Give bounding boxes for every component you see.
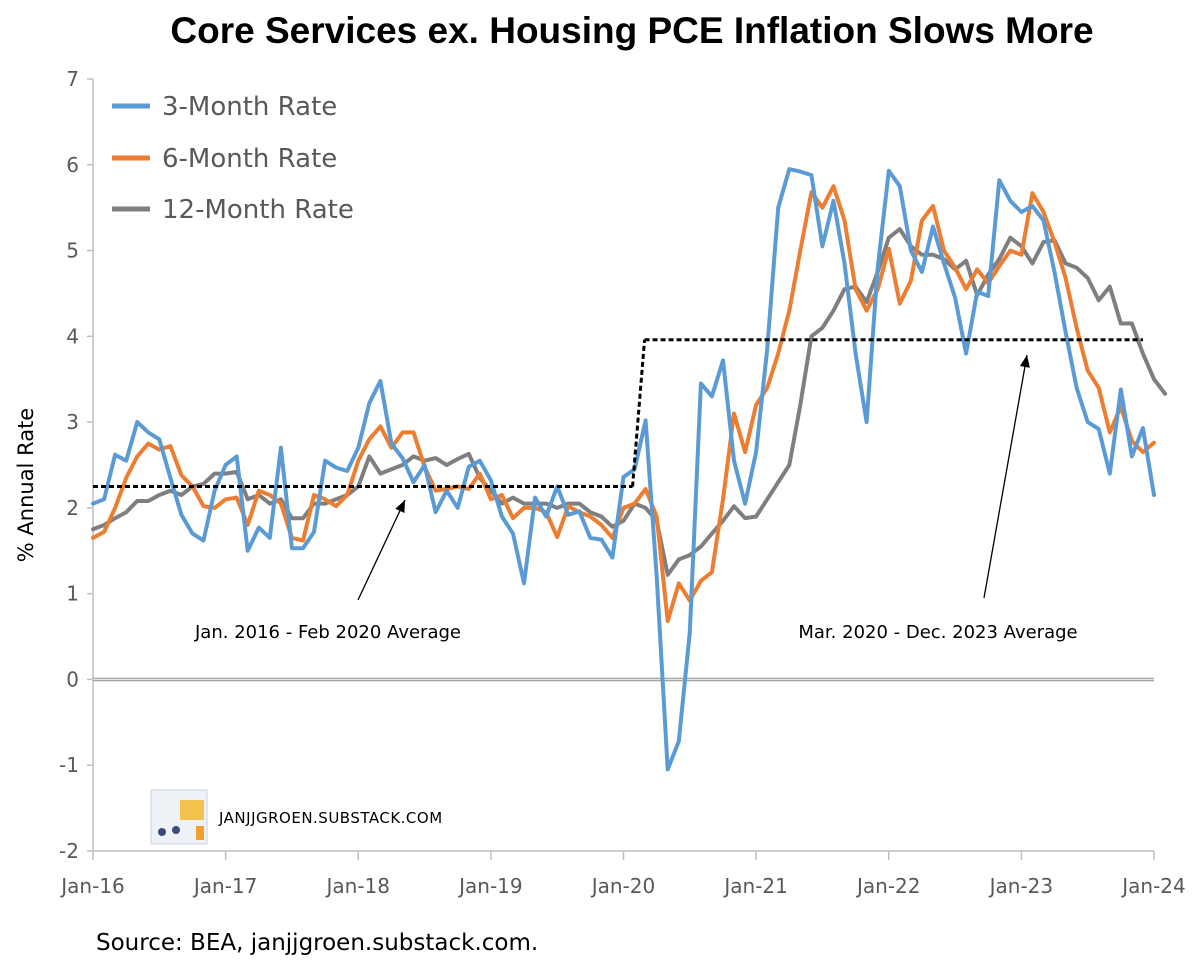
y-axis-label: % Annual Rate xyxy=(14,408,38,562)
watermark-logo-figure xyxy=(172,826,180,834)
average-arrow-post-2020 xyxy=(983,354,1028,599)
average-arrow-pre-2020 xyxy=(357,499,406,601)
series-line-0 xyxy=(91,167,1156,772)
y-tick-label: 5 xyxy=(66,239,79,263)
average-arrow-post-2020-head xyxy=(1019,355,1030,368)
legend-label-0: 3-Month Rate xyxy=(162,92,337,122)
watermark: JANJJGROEN.SUBSTACK.COM xyxy=(150,789,443,845)
y-tick-label: 4 xyxy=(66,324,79,348)
y-tick-label: 7 xyxy=(66,67,79,91)
watermark-logo-bar xyxy=(196,826,204,840)
legend-label-1: 6-Month Rate xyxy=(162,144,337,174)
average-line-step xyxy=(631,339,647,487)
x-tick-label: Jan-21 xyxy=(722,874,788,898)
average-arrow-pre-2020-head xyxy=(395,500,405,513)
series-line-2 xyxy=(91,227,1168,577)
average-label-pre-2020: Jan. 2016 - Feb 2020 Average xyxy=(194,622,461,643)
legend-label-2: 12-Month Rate xyxy=(162,195,354,225)
source-note: Source: BEA, janjjgroen.substack.com. xyxy=(96,930,539,956)
x-tick-label: Jan-24 xyxy=(1120,874,1186,898)
average-label-post-2020: Mar. 2020 - Dec. 2023 Average xyxy=(798,622,1077,643)
y-tick-label: 6 xyxy=(66,153,79,177)
legend: 3-Month Rate 6-Month Rate 12-Month Rate xyxy=(112,92,354,225)
x-tick-label: Jan-17 xyxy=(192,874,258,898)
x-tick-label: Jan-23 xyxy=(988,874,1054,898)
x-tick-label: Jan-16 xyxy=(59,874,125,898)
axes: -2 -1 0 1 2 3 4 5 6 7 Jan-16 Jan-17 Jan-18 Jan-19 Jan-… xyxy=(59,67,1186,898)
x-tick-label: Jan-18 xyxy=(325,874,391,898)
y-tick-label: -1 xyxy=(59,753,79,777)
series-lines xyxy=(91,167,1168,772)
y-tick-label: -2 xyxy=(59,839,79,863)
y-tick-label: 1 xyxy=(66,582,79,606)
x-tick-label: Jan-20 xyxy=(590,874,656,898)
annotations: Jan. 2016 - Feb 2020 Average Mar. 2020 - … xyxy=(194,354,1078,643)
watermark-logo-figure xyxy=(158,828,166,836)
y-tick-label: 3 xyxy=(66,410,79,434)
x-tick-label: Jan-19 xyxy=(457,874,523,898)
series-line-1 xyxy=(91,184,1156,624)
y-tick-label: 2 xyxy=(66,496,79,520)
y-tick-label: 0 xyxy=(66,667,79,691)
watermark-text: JANJJGROEN.SUBSTACK.COM xyxy=(218,809,443,827)
x-tick-label: Jan-22 xyxy=(855,874,921,898)
chart-title: Core Services ex. Housing PCE Inflation … xyxy=(170,10,1094,51)
watermark-logo-accent xyxy=(180,800,204,820)
